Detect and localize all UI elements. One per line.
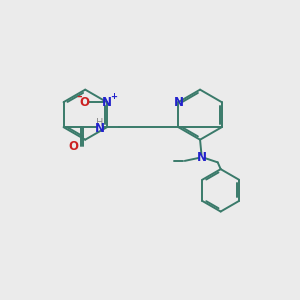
Text: H: H <box>96 118 103 128</box>
Text: –: – <box>76 92 82 102</box>
Text: N: N <box>102 96 112 109</box>
Text: O: O <box>80 96 89 109</box>
Text: +: + <box>110 92 117 101</box>
Text: N: N <box>196 152 206 164</box>
Text: O: O <box>68 140 78 153</box>
Text: N: N <box>95 122 105 135</box>
Text: N: N <box>173 96 183 109</box>
